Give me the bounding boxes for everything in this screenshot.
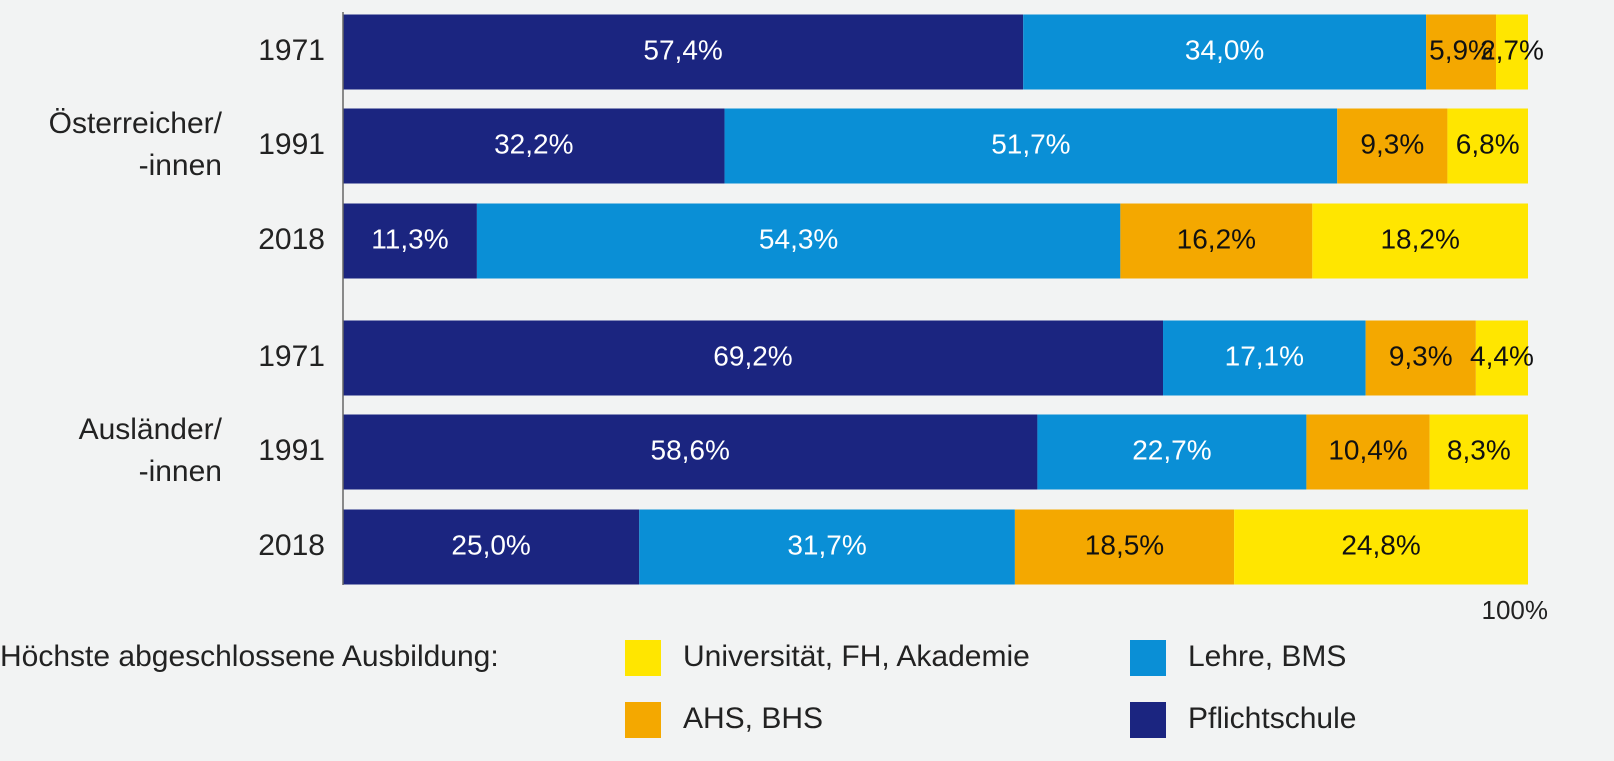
bar-segment	[1014, 509, 1235, 585]
value-label: 6,8%	[1456, 128, 1520, 159]
value-label: 18,2%	[1380, 223, 1459, 254]
value-label: 57,4%	[643, 34, 722, 65]
bar-segment	[1163, 320, 1366, 396]
legend-swatch	[1130, 640, 1166, 676]
bar-segment	[343, 203, 477, 279]
value-label: 31,7%	[787, 529, 866, 560]
bar-segment	[1337, 108, 1448, 184]
bar-segment	[639, 509, 1015, 585]
value-label: 22,7%	[1132, 434, 1211, 465]
y-tick-label: 2018	[258, 223, 325, 256]
legend-label: Lehre, BMS	[1188, 640, 1346, 673]
legend-swatch	[625, 640, 661, 676]
x-tick-label: 100%	[1482, 595, 1549, 625]
bar-segment	[1429, 414, 1528, 490]
value-label: 9,3%	[1389, 340, 1453, 371]
value-label: 16,2%	[1177, 223, 1256, 254]
value-label: 54,3%	[759, 223, 838, 254]
value-label: 69,2%	[713, 340, 792, 371]
value-label: 18,5%	[1085, 529, 1164, 560]
bar-segment	[1312, 203, 1528, 279]
bar-segment	[476, 203, 1121, 279]
y-tick-label: 1971	[258, 34, 325, 67]
y-tick-label: 1971	[258, 340, 325, 373]
value-label: 9,3%	[1360, 128, 1424, 159]
bar-segment	[1447, 108, 1528, 184]
y-tick-label: 1991	[258, 128, 325, 161]
value-label: 58,6%	[651, 434, 730, 465]
value-label: 5,9%	[1429, 34, 1493, 65]
value-label: 32,2%	[494, 128, 573, 159]
bar-segment	[1365, 320, 1476, 396]
bar-segment	[1475, 320, 1528, 396]
value-label: 17,1%	[1225, 340, 1304, 371]
value-label: 8,3%	[1447, 434, 1511, 465]
bar-segment	[724, 108, 1338, 184]
group-label: Österreicher/	[49, 107, 223, 140]
value-label: 11,3%	[371, 223, 448, 254]
value-label: 25,0%	[451, 529, 530, 560]
bar-segment	[1037, 414, 1307, 490]
value-label: 24,8%	[1341, 529, 1420, 560]
legend-swatch	[625, 702, 661, 738]
value-label: 51,7%	[991, 128, 1070, 159]
bar-segment	[1234, 509, 1528, 585]
bar-segment	[1120, 203, 1313, 279]
value-label: 4,4%	[1470, 340, 1534, 371]
legend-label: Universität, FH, Akademie	[683, 640, 1030, 673]
group-label: -innen	[139, 149, 222, 182]
bar-segment	[1023, 14, 1427, 90]
legend-swatch	[1130, 702, 1166, 738]
bar-segment	[343, 509, 640, 585]
value-label: 2,7%	[1480, 34, 1544, 65]
bar-segment	[1496, 14, 1528, 90]
bar-segment	[343, 14, 1024, 90]
bar-segment	[343, 320, 1164, 396]
group-label: Ausländer/	[79, 413, 223, 446]
group-label: -innen	[139, 455, 222, 488]
y-tick-label: 2018	[258, 529, 325, 562]
y-tick-label: 1991	[258, 434, 325, 467]
legend-title: Höchste abgeschlossene Ausbildung:	[0, 640, 499, 673]
bar-segment	[343, 414, 1038, 490]
value-label: 34,0%	[1185, 34, 1264, 65]
legend-label: Pflichtschule	[1188, 702, 1356, 735]
legend-label: AHS, BHS	[683, 702, 823, 735]
bar-segment	[343, 108, 725, 184]
bar-segment	[1426, 14, 1497, 90]
value-label: 10,4%	[1328, 434, 1407, 465]
bar-segment	[1306, 414, 1430, 490]
